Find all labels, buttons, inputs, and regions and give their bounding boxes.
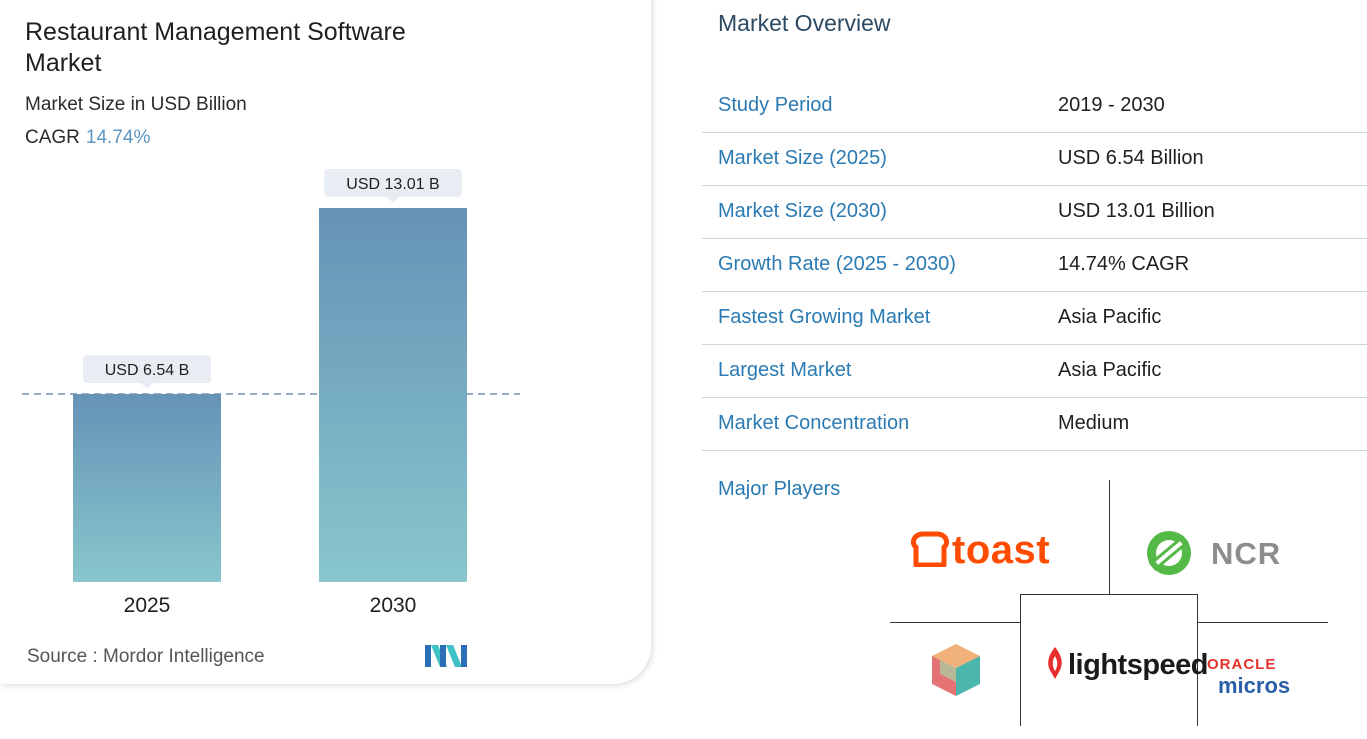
- overview-row: Market Concentration Medium: [702, 398, 1367, 451]
- logo-divider: [1020, 594, 1021, 726]
- oracle-logo-text: ORACLE: [1207, 656, 1277, 673]
- chart-subtitle: Market Size in USD Billion: [25, 94, 247, 115]
- data-label: USD 6.54 B: [105, 362, 189, 379]
- logo-divider: [890, 622, 1020, 623]
- overview-label: Market Size (2030): [718, 200, 887, 222]
- overview-table: Study Period 2019 - 2030 Market Size (202…: [702, 80, 1367, 451]
- lightspeed-flame-icon: [1048, 647, 1062, 679]
- ncr-logo-text: NCR: [1211, 536, 1282, 571]
- logo-divider: [1198, 622, 1328, 623]
- data-label-pointer: [141, 382, 153, 389]
- cube-logo-icon: [932, 644, 980, 696]
- overview-title: Market Overview: [718, 10, 891, 36]
- x-tick-label: 2025: [124, 594, 171, 617]
- data-label-box: [324, 169, 462, 197]
- x-tick-label: 2030: [370, 594, 417, 617]
- overview-value: 14.74% CAGR: [1058, 253, 1190, 275]
- cagr-line: CAGR 14.74%: [25, 127, 150, 149]
- bar-2030: [319, 208, 467, 582]
- micros-logo-text: micros: [1218, 673, 1291, 698]
- data-label: USD 13.01 B: [346, 176, 439, 193]
- toast-bread-icon: [911, 531, 949, 568]
- mordor-intelligence-logo: [425, 645, 467, 667]
- overview-label: Market Size (2025): [718, 147, 887, 169]
- overview-row: Largest Market Asia Pacific: [702, 345, 1367, 398]
- overview-value: USD 6.54 Billion: [1058, 147, 1204, 169]
- overview-label: Fastest Growing Market: [718, 306, 931, 328]
- overview-row: Study Period 2019 - 2030: [702, 80, 1367, 133]
- overview-label: Market Concentration: [718, 412, 910, 434]
- overview-value: Asia Pacific: [1058, 306, 1162, 328]
- overview-row: Fastest Growing Market Asia Pacific: [702, 292, 1367, 345]
- cagr-value: 14.74%: [85, 127, 151, 148]
- ncr-symbol-icon: [1147, 531, 1191, 575]
- overview-value: Medium: [1058, 412, 1130, 434]
- overview-label: Growth Rate (2025 - 2030): [718, 253, 956, 275]
- major-players-label: Major Players: [718, 478, 841, 500]
- overview-row: Growth Rate (2025 - 2030) 14.74% CAGR: [702, 239, 1367, 292]
- overview-label: Largest Market: [718, 359, 852, 381]
- overview-label: Study Period: [718, 94, 833, 116]
- market-size-bar-chart: USD 6.54 B 2025 USD 13.01 B 2030: [22, 169, 520, 617]
- overview-value: Asia Pacific: [1058, 359, 1162, 381]
- overview-row: Market Size (2025) USD 6.54 Billion: [702, 133, 1367, 186]
- logo-divider: [1020, 594, 1198, 595]
- toast-logo: toast: [910, 528, 1050, 573]
- bar-2025: [73, 393, 221, 582]
- overview-row: Market Size (2030) USD 13.01 Billion: [702, 186, 1367, 239]
- logo-divider: [1197, 594, 1198, 726]
- lightspeed-logo-text: lightspeed: [1068, 649, 1209, 681]
- source-note: Source : Mordor Intelligence: [27, 646, 265, 667]
- lightspeed-logo: lightspeed: [1045, 646, 1209, 682]
- data-label-box: [83, 354, 211, 383]
- toast-logo-text: toast: [952, 528, 1051, 572]
- chart-title: Restaurant Management Software Market: [25, 18, 406, 77]
- logo-divider: [1109, 480, 1110, 595]
- overview-value: USD 13.01 Billion: [1058, 200, 1215, 222]
- overview-value: 2019 - 2030: [1058, 94, 1165, 116]
- data-label-pointer: [387, 197, 399, 203]
- cagr-label: CAGR: [25, 127, 80, 148]
- major-players-logos: toast NCR lightspeed ORACLE micros: [880, 478, 1340, 728]
